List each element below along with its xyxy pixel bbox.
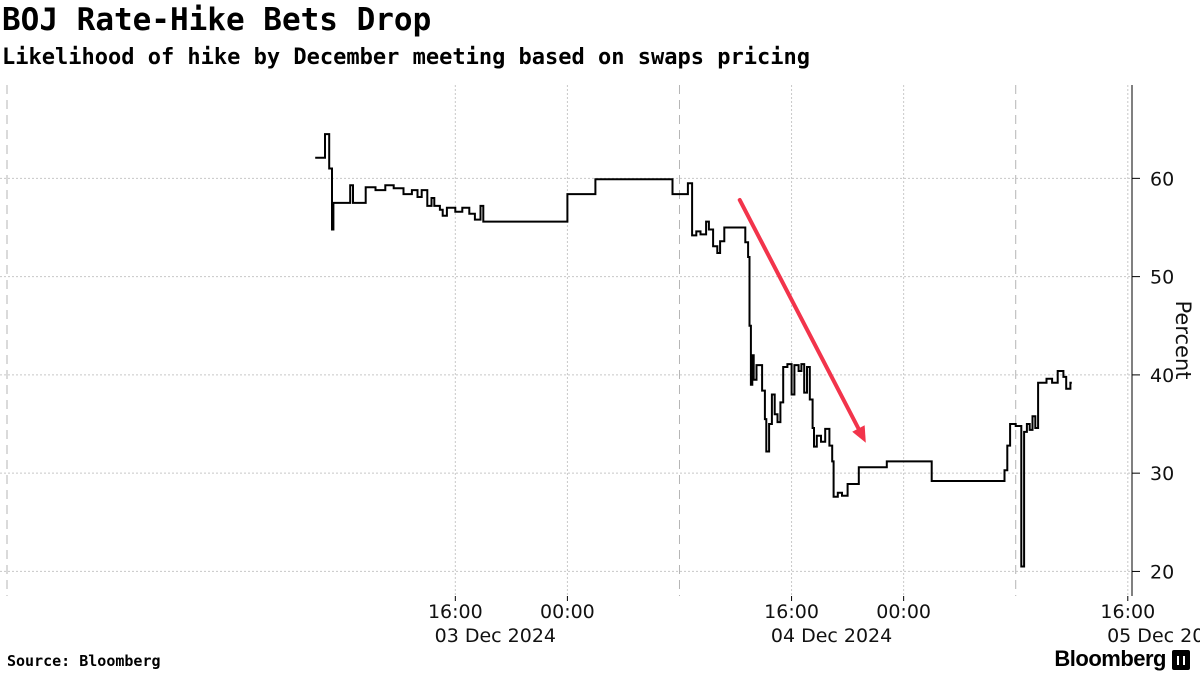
x-tick-label: 00:00 <box>540 601 595 623</box>
y-tick-label: 60 <box>1150 168 1174 190</box>
x-tick-date-label: 05 Dec 2024 <box>1107 625 1200 647</box>
session-separators <box>6 85 1017 596</box>
x-tick-date-label: 03 Dec 2024 <box>435 625 556 647</box>
grid-lines <box>0 85 1132 596</box>
bloomberg-terminal-icon <box>1172 650 1190 670</box>
x-tick-label: 16:00 <box>1100 601 1155 623</box>
x-tick-date-label: 04 Dec 2024 <box>771 625 892 647</box>
series-line <box>315 133 1072 568</box>
annotation-arrow <box>737 197 866 443</box>
x-tick-label: 16:00 <box>764 601 819 623</box>
x-tick-label: 00:00 <box>876 601 931 623</box>
y-tick-label: 40 <box>1150 365 1174 387</box>
y-tick-label: 20 <box>1150 561 1174 583</box>
chart-subtitle: Likelihood of hike by December meeting b… <box>2 45 810 70</box>
arrow-head <box>852 425 866 443</box>
y-axis-label: Percent <box>1171 300 1195 379</box>
arrow-shaft <box>737 197 861 431</box>
bloomberg-logo: Bloomberg <box>1054 646 1166 671</box>
chart-title: BOJ Rate-Hike Bets Drop <box>2 2 432 38</box>
y-tick-label: 50 <box>1150 267 1174 289</box>
x-tick-label: 16:00 <box>428 601 483 623</box>
y-axis-ticks: 20 30 40 50 60 <box>1132 168 1174 583</box>
source-note: Source: Bloomberg <box>7 652 161 670</box>
y-tick-label: 30 <box>1150 463 1174 485</box>
